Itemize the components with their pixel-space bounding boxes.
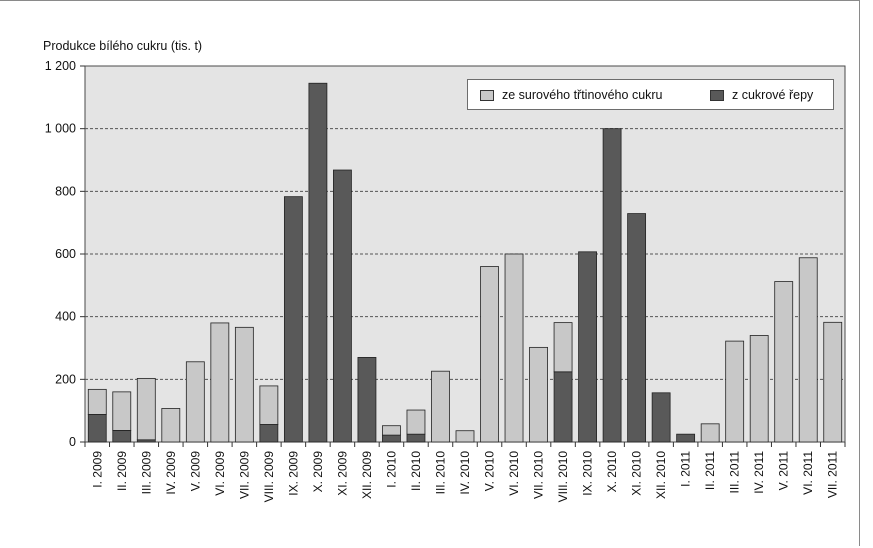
x-tick-label: IX. 2010 — [581, 451, 595, 496]
x-tick-label: XII. 2009 — [360, 451, 374, 499]
y-tick-label: 0 — [69, 435, 76, 449]
x-tick-label: XI. 2009 — [335, 451, 349, 496]
legend: ze surového třtinového cukru z cukrové ř… — [467, 79, 834, 110]
bar-beet — [382, 434, 401, 443]
y-tick-label: 200 — [55, 372, 76, 386]
bar-cane — [798, 257, 818, 443]
bar-cane — [774, 281, 794, 443]
chart-title: Produkce bílého cukru (tis. t) — [43, 39, 202, 53]
x-tick-label: IV. 2009 — [164, 451, 178, 495]
x-tick-label: VI. 2011 — [801, 451, 815, 495]
bar-beet — [406, 433, 426, 443]
bar-cane — [87, 388, 107, 415]
x-tick-label: IV. 2010 — [458, 451, 472, 495]
bar-beet — [651, 392, 671, 443]
legend-label-beet: z cukrové řepy — [732, 88, 814, 102]
x-tick-label: V. 2009 — [188, 451, 202, 492]
x-tick-label: VII. 2011 — [826, 451, 840, 498]
x-tick-label: VIII. 2009 — [262, 451, 276, 503]
bar-cane — [823, 321, 843, 443]
y-tick-label: 800 — [55, 184, 76, 198]
x-tick-label: XII. 2010 — [654, 451, 668, 499]
legend-swatch-cane — [480, 89, 494, 101]
y-tick-label: 600 — [55, 247, 76, 261]
bar-beet — [553, 371, 573, 443]
x-axis: I. 2009 II. 2009 III. 2009 IV. 2009 V. 2009 V… — [84, 442, 846, 503]
bar-cane — [185, 361, 205, 443]
bar-cane — [406, 409, 426, 435]
x-tick-label: VII. 2009 — [237, 451, 251, 499]
x-tick-label: V. 2010 — [483, 451, 497, 492]
bar-beet — [333, 169, 352, 443]
bar-beet — [259, 424, 279, 443]
legend-swatch-beet — [710, 89, 724, 101]
x-tick-label: V. 2011 — [777, 451, 791, 491]
bar-cane — [480, 266, 499, 443]
bar-cane — [749, 335, 769, 443]
x-tick-label: XI. 2010 — [630, 451, 644, 496]
bar-cane — [504, 253, 524, 443]
bar-beet — [283, 196, 303, 443]
x-tick-label: III. 2010 — [433, 451, 447, 495]
bar-cane — [700, 423, 720, 443]
bar-cane — [382, 425, 401, 436]
x-tick-label: III. 2011 — [728, 451, 742, 494]
bar-cane — [529, 346, 548, 443]
bar-beet — [87, 414, 107, 443]
bars — [87, 82, 843, 443]
bar-cane — [725, 340, 745, 443]
legend-label-cane: ze surového třtinového cukru — [502, 88, 663, 102]
bar-cane — [259, 385, 279, 425]
x-tick-label: X. 2010 — [605, 451, 619, 493]
x-tick-label: IX. 2009 — [286, 451, 300, 496]
bar-cane — [455, 430, 475, 443]
x-tick-label: VIII. 2010 — [556, 451, 570, 503]
bar-cane — [112, 391, 132, 431]
bar-beet — [602, 128, 622, 443]
legend-item-cane: ze surového třtinového cukru — [480, 88, 663, 102]
bar-beet — [676, 433, 696, 443]
y-tick-label: 400 — [55, 310, 76, 324]
bar-beet — [112, 430, 132, 443]
bar-beet — [308, 82, 328, 443]
x-tick-label: I. 2009 — [90, 451, 104, 488]
bar-cane — [431, 370, 450, 443]
x-tick-label: I. 2011 — [679, 451, 693, 487]
y-tick-label: 1 000 — [45, 122, 76, 136]
x-tick-label: III. 2009 — [139, 451, 153, 495]
bar-beet — [578, 251, 597, 443]
y-tick-label: 1 200 — [45, 59, 76, 73]
bar-cane — [161, 408, 181, 443]
x-tick-label: IV. 2011 — [752, 451, 766, 494]
bar-cane — [234, 326, 254, 443]
bar-beet — [627, 213, 647, 443]
x-tick-label: VI. 2010 — [507, 451, 521, 496]
legend-item-beet: z cukrové řepy — [710, 88, 813, 102]
bar-cane — [136, 377, 156, 441]
x-tick-label: II. 2009 — [115, 451, 129, 491]
x-tick-label: I. 2010 — [384, 451, 398, 488]
x-tick-label: X. 2009 — [311, 451, 325, 493]
bar-cane — [553, 322, 573, 373]
x-tick-label: VI. 2009 — [213, 451, 227, 496]
x-tick-label: II. 2011 — [703, 451, 717, 490]
x-tick-label: II. 2010 — [409, 451, 423, 491]
bar-beet — [357, 356, 377, 443]
x-tick-label: VII. 2010 — [532, 451, 546, 499]
bar-cane — [210, 322, 230, 443]
y-axis: 0 200 400 600 800 1 000 1 200 — [45, 59, 85, 449]
